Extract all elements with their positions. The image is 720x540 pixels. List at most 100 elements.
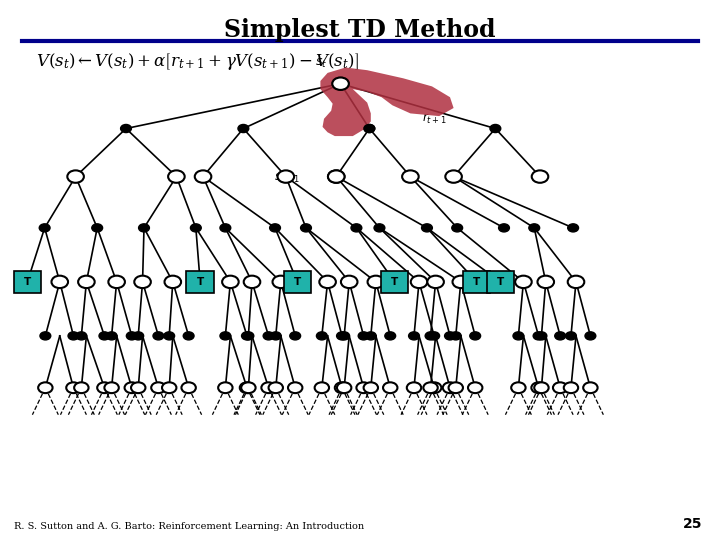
Circle shape (410, 275, 427, 288)
Circle shape (66, 382, 81, 393)
Circle shape (317, 332, 327, 340)
Circle shape (429, 332, 439, 340)
Circle shape (536, 332, 547, 340)
Circle shape (183, 332, 194, 340)
Circle shape (449, 382, 463, 393)
Circle shape (385, 332, 396, 340)
Text: $r_{t+1}$: $r_{t+1}$ (422, 112, 446, 126)
Circle shape (38, 382, 53, 393)
Circle shape (153, 332, 164, 340)
Circle shape (68, 332, 79, 340)
Circle shape (125, 382, 139, 393)
Circle shape (243, 332, 253, 340)
Circle shape (78, 275, 95, 288)
Circle shape (452, 275, 469, 288)
Circle shape (220, 224, 231, 232)
FancyBboxPatch shape (463, 271, 490, 293)
FancyBboxPatch shape (186, 271, 214, 293)
Circle shape (368, 275, 384, 288)
Circle shape (383, 382, 397, 393)
Circle shape (92, 224, 103, 232)
Circle shape (220, 332, 231, 340)
Circle shape (528, 224, 540, 232)
Text: $s_{t+1}$: $s_{t+1}$ (274, 172, 300, 185)
Circle shape (409, 332, 419, 340)
Circle shape (443, 382, 457, 393)
Circle shape (332, 77, 348, 90)
Circle shape (531, 382, 546, 393)
Circle shape (222, 275, 239, 288)
Circle shape (134, 275, 151, 288)
Circle shape (585, 332, 596, 340)
Circle shape (194, 171, 212, 183)
Text: $s_t$: $s_t$ (315, 57, 328, 70)
Circle shape (133, 332, 144, 340)
Text: Simplest TD Method: Simplest TD Method (224, 18, 496, 42)
Circle shape (238, 124, 249, 132)
Circle shape (534, 382, 549, 393)
Text: 25: 25 (683, 517, 702, 531)
Circle shape (341, 275, 357, 288)
Circle shape (364, 124, 374, 132)
Circle shape (470, 332, 481, 340)
Circle shape (533, 332, 544, 340)
Circle shape (40, 224, 50, 232)
Circle shape (511, 382, 526, 393)
Circle shape (190, 224, 202, 232)
Circle shape (181, 382, 196, 393)
Circle shape (402, 171, 418, 183)
Text: T: T (391, 277, 398, 287)
Text: T: T (473, 277, 480, 287)
Circle shape (261, 382, 276, 393)
Circle shape (444, 332, 455, 340)
Circle shape (425, 332, 436, 340)
Circle shape (515, 275, 531, 288)
Circle shape (407, 382, 421, 393)
FancyBboxPatch shape (284, 271, 311, 293)
FancyBboxPatch shape (14, 271, 41, 293)
Text: R. S. Sutton and A. G. Barto: Reinforcement Learning: An Introduction: R. S. Sutton and A. G. Barto: Reinforcem… (14, 522, 364, 531)
Text: $V(s_t)\leftarrow V(s_t)+\alpha\left[r_{t+1}+\gamma V(s_{t+1})-V(s_t)\right]$: $V(s_t)\leftarrow V(s_t)+\alpha\left[r_{… (36, 51, 359, 72)
Circle shape (498, 224, 509, 232)
Circle shape (289, 332, 301, 340)
Circle shape (452, 224, 462, 232)
Circle shape (288, 382, 302, 393)
Circle shape (553, 382, 567, 393)
Circle shape (490, 124, 500, 132)
Circle shape (583, 382, 598, 393)
Circle shape (264, 332, 274, 340)
Circle shape (301, 224, 311, 232)
Circle shape (566, 332, 577, 340)
Circle shape (242, 332, 253, 340)
Circle shape (366, 332, 376, 340)
Circle shape (273, 275, 289, 288)
Circle shape (163, 332, 174, 340)
Circle shape (427, 382, 441, 393)
Text: T: T (197, 277, 204, 287)
Circle shape (168, 171, 184, 183)
Text: T: T (24, 277, 31, 287)
Circle shape (138, 224, 150, 232)
Circle shape (151, 382, 166, 393)
FancyBboxPatch shape (381, 271, 408, 293)
Circle shape (531, 171, 549, 183)
Circle shape (554, 332, 566, 340)
Circle shape (97, 382, 112, 393)
Circle shape (364, 382, 378, 393)
Circle shape (356, 382, 371, 393)
Circle shape (131, 382, 145, 393)
Circle shape (127, 332, 137, 340)
Circle shape (68, 171, 84, 183)
Circle shape (351, 224, 361, 232)
Circle shape (564, 382, 578, 393)
Circle shape (513, 332, 523, 340)
Circle shape (315, 382, 329, 393)
Circle shape (218, 382, 233, 393)
Circle shape (120, 124, 131, 132)
Circle shape (243, 275, 261, 288)
Circle shape (108, 275, 125, 288)
Circle shape (270, 224, 281, 232)
Circle shape (337, 332, 347, 340)
Circle shape (162, 382, 176, 393)
Circle shape (271, 332, 281, 340)
